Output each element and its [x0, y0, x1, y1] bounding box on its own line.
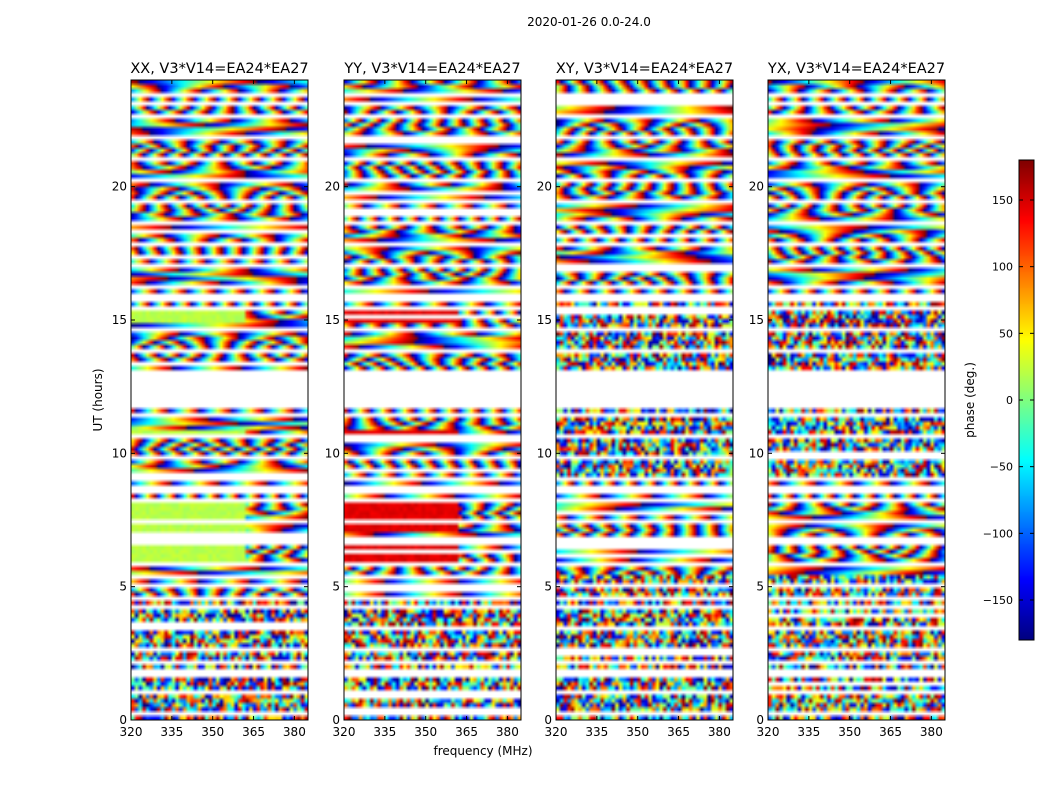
x-tick-label: 320	[333, 725, 356, 739]
panel-frame	[767, 79, 946, 721]
y-tick-label: 15	[749, 313, 764, 327]
y-tick-label: 15	[537, 313, 552, 327]
panel-title: YX, V3*V14=EA24*EA27	[767, 61, 945, 77]
x-tick-label: 350	[838, 725, 861, 739]
x-tick-label: 380	[708, 725, 731, 739]
y-tick-label: 15	[112, 313, 127, 327]
phase-waterfall	[344, 80, 521, 720]
x-tick-label: 350	[201, 725, 224, 739]
x-tick-label: 350	[414, 725, 437, 739]
x-tick-label: 320	[757, 725, 780, 739]
x-tick-label: 365	[879, 725, 902, 739]
y-tick-label: 10	[749, 446, 764, 460]
panel-frame	[343, 79, 522, 721]
figure-title: 2020-01-26 0.0-24.0	[527, 15, 651, 29]
x-tick-label: 320	[545, 725, 568, 739]
y-tick-label: 10	[325, 446, 340, 460]
x-tick-label: 335	[160, 725, 183, 739]
panels: XX, V3*V14=EA24*EA27 320 335 350 365 380 0 5 10 1…	[112, 61, 946, 739]
panel-title: XX, V3*V14=EA24*EA27	[130, 61, 308, 77]
panel-1: XX, V3*V14=EA24*EA27 320 335 350 365 380 0 5 10 1…	[112, 61, 309, 739]
y-tick-label: 20	[325, 180, 340, 194]
y-tick-label: 5	[756, 580, 764, 594]
panel-frame	[130, 79, 309, 721]
y-tick-label: 20	[749, 180, 764, 194]
x-tick-label: 380	[283, 725, 306, 739]
colorbar-tick-label: −50	[990, 461, 1013, 474]
y-tick-label: 5	[119, 580, 127, 594]
y-tick-label: 10	[537, 446, 552, 460]
colorbar-gradient	[1019, 160, 1034, 640]
panel-2: YY, V3*V14=EA24*EA27 320 335 350 365 380 0 5 10 1…	[325, 61, 522, 739]
y-tick-label: 20	[537, 180, 552, 194]
y-tick-label: 10	[112, 446, 127, 460]
x-tick-label: 380	[496, 725, 519, 739]
colorbar-tick-label: 0	[1006, 394, 1013, 407]
panel-4: YX, V3*V14=EA24*EA27 320 335 350 365 380 0 5 10 1…	[749, 61, 946, 739]
colorbar-tick-label: −100	[983, 527, 1013, 540]
colorbar-tick-label: −150	[983, 594, 1013, 607]
y-axis-label: UT (hours)	[91, 368, 105, 431]
panel-title: XY, V3*V14=EA24*EA27	[556, 61, 733, 77]
x-tick-label: 365	[242, 725, 265, 739]
panel-title: YY, V3*V14=EA24*EA27	[343, 61, 520, 77]
colorbar-tick-label: 150	[992, 194, 1013, 207]
y-tick-label: 20	[112, 180, 127, 194]
x-tick-label: 365	[667, 725, 690, 739]
phase-waterfall	[556, 80, 733, 720]
colorbar: −150 −100 −50 0 50 100 150	[983, 159, 1035, 641]
x-tick-label: 335	[373, 725, 396, 739]
y-tick-label: 0	[332, 713, 340, 727]
y-tick-label: 0	[756, 713, 764, 727]
colorbar-tick-label: 100	[992, 261, 1013, 274]
x-axis-label: frequency (MHz)	[433, 744, 532, 758]
y-tick-label: 5	[332, 580, 340, 594]
phase-waterfall	[768, 80, 945, 720]
y-tick-label: 15	[325, 313, 340, 327]
panel-frame	[555, 79, 734, 721]
x-tick-label: 335	[585, 725, 608, 739]
x-tick-label: 320	[120, 725, 143, 739]
colorbar-label: phase (deg.)	[963, 362, 977, 438]
x-tick-label: 365	[455, 725, 478, 739]
x-tick-label: 380	[920, 725, 943, 739]
panel-3: XY, V3*V14=EA24*EA27 320 335 350 365 380 0 5 10 1…	[537, 61, 734, 739]
y-tick-label: 0	[119, 713, 127, 727]
y-tick-label: 5	[544, 580, 552, 594]
x-tick-label: 350	[626, 725, 649, 739]
y-tick-label: 0	[544, 713, 552, 727]
x-tick-label: 335	[797, 725, 820, 739]
phase-waterfall	[131, 80, 308, 720]
colorbar-tick-label: 50	[999, 327, 1013, 340]
